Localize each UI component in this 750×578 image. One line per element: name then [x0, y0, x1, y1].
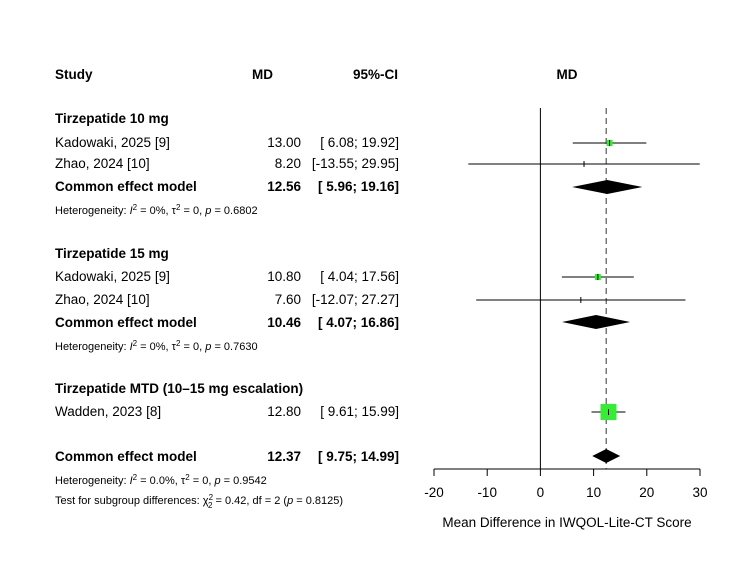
study-md: 12.80 — [267, 404, 301, 419]
study-ci: [ 4.04; 17.56] — [320, 269, 399, 284]
header-md: MD — [252, 67, 273, 82]
overall-name: Common effect model — [55, 449, 197, 464]
study-md: 13.00 — [267, 135, 301, 150]
x-tick-label: 10 — [586, 485, 601, 500]
study-name: Kadowaki, 2025 [9] — [55, 135, 170, 150]
study-md: 10.80 — [267, 269, 301, 284]
subgroup-label: Tirzepatide 10 mg — [55, 111, 169, 126]
study-name: Kadowaki, 2025 [9] — [55, 269, 170, 284]
study-name: Zhao, 2024 [10] — [55, 156, 150, 171]
study-name: Zhao, 2024 [10] — [55, 292, 150, 307]
reference-lines — [539, 108, 607, 469]
study-md: 7.60 — [275, 292, 301, 307]
x-tick-label: -10 — [477, 485, 497, 500]
pooled-diamond — [562, 315, 631, 329]
study-ci: [ 9.61; 15.99] — [320, 404, 399, 419]
pooled-ci: [ 5.96; 19.16] — [318, 179, 399, 194]
study-ci: [ 6.08; 19.92] — [320, 135, 399, 150]
study-ci: [-13.55; 29.95] — [312, 156, 399, 171]
subgroup-test-text: Test for subgroup differences: χ2 2 = 0.4… — [55, 493, 343, 510]
pooled-md: 12.56 — [267, 179, 301, 194]
x-tick-label: -20 — [424, 485, 444, 500]
pooled-diamond — [572, 180, 643, 194]
x-axis-label: Mean Difference in IWQOL-Lite-CT Score — [442, 515, 691, 530]
pooled-ci: [ 4.07; 16.86] — [318, 315, 399, 330]
header-study: Study — [55, 67, 93, 82]
pooled-md: 10.46 — [267, 315, 301, 330]
x-tick-label: 0 — [537, 485, 545, 500]
overall-md: 12.37 — [267, 449, 301, 464]
x-axis: -20 -10 0 10 20 30 — [424, 468, 708, 500]
pooled-name: Common effect model — [55, 179, 197, 194]
heterogeneity-text: Heterogeneity: I2 = 0.0%, τ2 = 0, p = 0.… — [55, 473, 267, 487]
forest-marks — [468, 140, 700, 463]
subgroup-label: Tirzepatide MTD (10–15 mg escalation) — [55, 381, 303, 396]
heterogeneity-text: Heterogeneity: I2 = 0%, τ2 = 0, p = 0.68… — [55, 203, 258, 217]
header-plot-md: MD — [557, 67, 578, 82]
x-tick-label: 30 — [692, 485, 707, 500]
header-ci: 95%-CI — [353, 67, 398, 82]
study-md: 8.20 — [275, 156, 301, 171]
x-tick-label: 20 — [639, 485, 654, 500]
overall-ci: [ 9.75; 14.99] — [318, 449, 399, 464]
pooled-name: Common effect model — [55, 315, 197, 330]
study-ci: [-12.07; 27.27] — [312, 292, 399, 307]
pooled-diamond — [592, 449, 621, 463]
study-name: Wadden, 2023 [8] — [55, 404, 161, 419]
subgroup-label: Tirzepatide 15 mg — [55, 246, 169, 261]
heterogeneity-text: Heterogeneity: I2 = 0%, τ2 = 0, p = 0.76… — [55, 339, 258, 353]
